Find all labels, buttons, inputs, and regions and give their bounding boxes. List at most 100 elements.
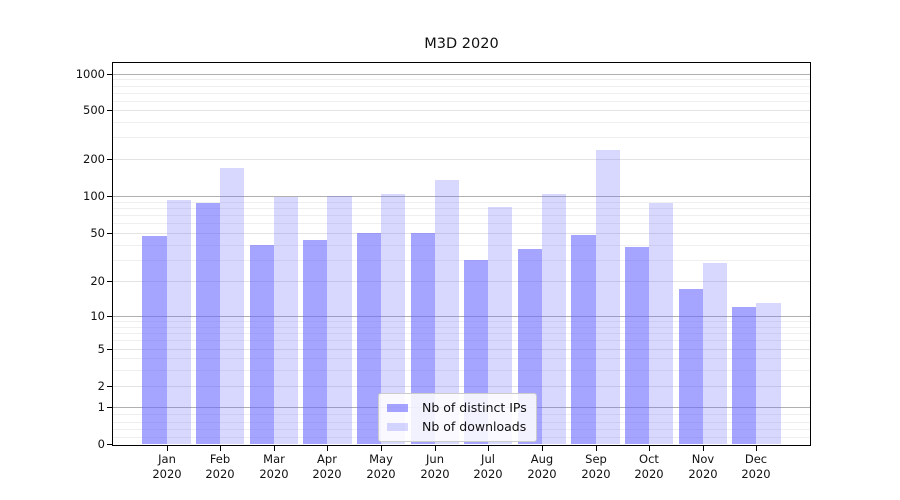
x-tick-mark — [220, 446, 221, 451]
minor-gridline — [113, 100, 810, 102]
x-tick-label: Feb 2020 — [205, 452, 235, 481]
gridline — [113, 110, 810, 111]
x-tick-mark — [703, 446, 704, 451]
y-tick-label: 0 — [97, 437, 105, 451]
x-tick-label: Nov 2020 — [688, 452, 718, 481]
y-tick-label: 500 — [83, 103, 105, 117]
bar-distinct-ips — [196, 203, 221, 444]
minor-gridline — [113, 369, 810, 371]
y-tick-mark — [107, 233, 112, 234]
gridline — [113, 159, 810, 160]
y-tick-mark — [107, 159, 112, 160]
bar-downloads — [702, 263, 727, 444]
minor-gridline — [113, 79, 810, 81]
x-tick-label: Jul 2020 — [473, 452, 503, 481]
y-tick-mark — [107, 407, 112, 408]
bar-distinct-ips — [571, 235, 596, 444]
minor-gridline — [113, 244, 810, 246]
minor-gridline — [113, 92, 810, 94]
minor-gridline — [113, 259, 810, 261]
gridline — [113, 233, 810, 234]
y-tick-mark — [107, 281, 112, 282]
y-tick-label: 20 — [90, 274, 105, 288]
bar-distinct-ips — [142, 236, 167, 444]
minor-gridline — [113, 223, 810, 225]
y-tick-label: 50 — [90, 226, 105, 240]
legend-swatch-distinct-ips — [387, 404, 408, 412]
bar-distinct-ips — [249, 244, 274, 444]
x-tick-mark — [435, 446, 436, 451]
legend-item-distinct-ips: Nb of distinct IPs — [387, 400, 527, 416]
bar-downloads — [220, 167, 245, 444]
major-gridline — [113, 316, 810, 317]
x-tick-label: Mar 2020 — [259, 452, 289, 481]
major-gridline — [113, 196, 810, 197]
x-tick-mark — [167, 446, 168, 451]
bar-distinct-ips — [732, 306, 757, 444]
top-spine — [112, 62, 811, 63]
y-tick-mark — [107, 349, 112, 350]
y-tick-label: 1 — [97, 400, 105, 414]
minor-gridline — [113, 215, 810, 217]
bar-downloads — [166, 200, 191, 444]
chart-title: M3D 2020 — [424, 36, 499, 52]
major-gridline — [113, 74, 810, 75]
x-tick-label: Aug 2020 — [527, 452, 557, 481]
x-tick-mark — [756, 446, 757, 451]
minor-gridline — [113, 340, 810, 342]
bar-distinct-ips — [678, 289, 703, 444]
bar-downloads — [327, 196, 352, 444]
bar-downloads — [273, 196, 298, 444]
legend: Nb of distinct IPs Nb of downloads — [378, 393, 537, 442]
x-tick-mark — [274, 446, 275, 451]
x-tick-label: Oct 2020 — [634, 452, 664, 481]
minor-gridline — [113, 332, 810, 334]
minor-gridline — [113, 321, 810, 323]
legend-label-downloads: Nb of downloads — [422, 419, 527, 434]
x-tick-mark — [381, 446, 382, 451]
legend-swatch-downloads — [387, 423, 408, 431]
y-tick-label: 200 — [83, 152, 105, 166]
plot-area — [113, 62, 810, 445]
x-tick-label: Apr 2020 — [312, 452, 342, 481]
y-tick-label: 100 — [83, 189, 105, 203]
gridline — [113, 281, 810, 282]
x-tick-mark — [488, 446, 489, 451]
gridline — [113, 349, 810, 350]
x-tick-label: Sep 2020 — [581, 452, 611, 481]
y-tick-label: 2 — [97, 379, 105, 393]
x-tick-label: Dec 2020 — [741, 452, 771, 481]
right-spine — [810, 62, 811, 446]
y-tick-mark — [107, 444, 112, 445]
minor-gridline — [113, 137, 810, 139]
minor-gridline — [113, 207, 810, 209]
x-tick-label: Jun 2020 — [420, 452, 450, 481]
bar-downloads — [649, 202, 674, 444]
bar-downloads — [541, 194, 567, 444]
y-tick-mark — [107, 316, 112, 317]
x-tick-mark — [542, 446, 543, 451]
bottom-spine — [112, 445, 811, 446]
legend-item-downloads: Nb of downloads — [387, 419, 527, 435]
y-tick-mark — [107, 196, 112, 197]
minor-gridline — [113, 85, 810, 87]
minor-gridline — [113, 326, 810, 328]
bar-downloads — [595, 150, 620, 444]
x-tick-mark — [327, 446, 328, 451]
y-tick-mark — [107, 110, 112, 111]
legend-label-distinct-ips: Nb of distinct IPs — [422, 400, 527, 415]
y-tick-mark — [107, 386, 112, 387]
x-tick-mark — [596, 446, 597, 451]
x-tick-label: May 2020 — [366, 452, 396, 481]
bar-distinct-ips — [303, 239, 328, 444]
y-tick-label: 1000 — [75, 67, 105, 81]
y-tick-mark — [107, 74, 112, 75]
bar-downloads — [756, 302, 781, 444]
minor-gridline — [113, 121, 810, 123]
left-spine — [112, 62, 113, 446]
bar-distinct-ips — [356, 233, 382, 444]
x-tick-mark — [649, 446, 650, 451]
minor-gridline — [113, 358, 810, 359]
y-tick-label: 5 — [97, 342, 105, 356]
